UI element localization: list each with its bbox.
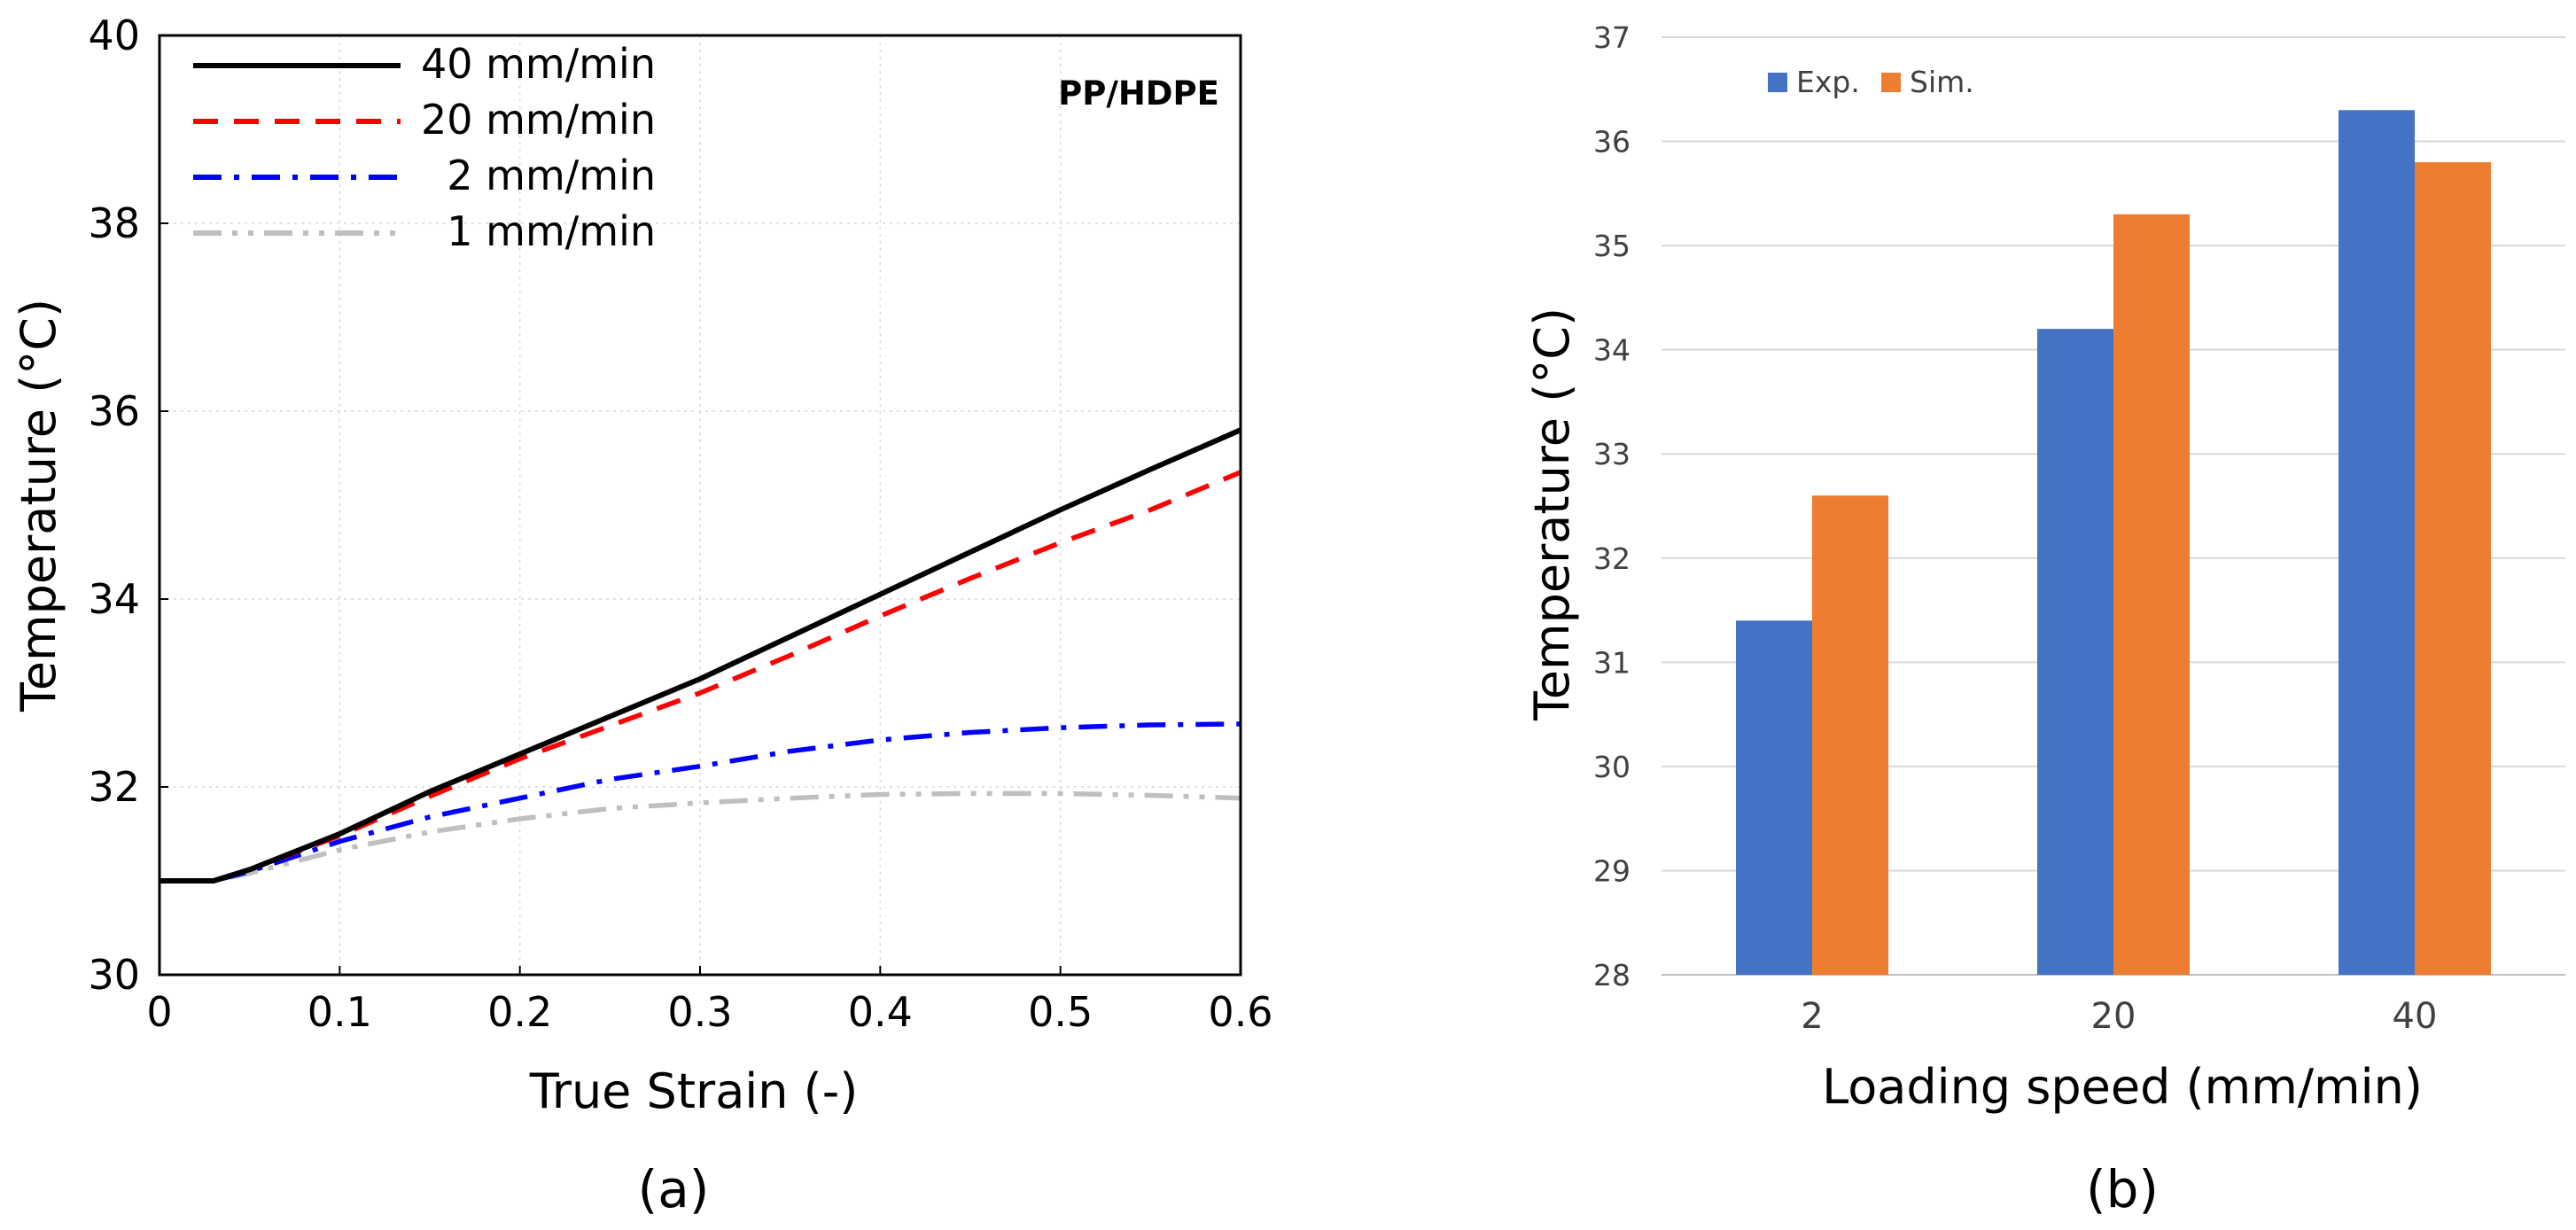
bar-exp-20	[2037, 329, 2113, 976]
y-tick-label: 30	[88, 951, 140, 999]
x-axis-title-b: Loading speed (mm/min)	[1822, 1059, 2423, 1115]
legend-b: Exp. Sim.	[1768, 65, 1974, 99]
y-tick-label: 40	[88, 12, 140, 59]
annotation-pp-hdpe: PP/HDPE	[1058, 74, 1219, 113]
series-line-40-mm-min	[160, 427, 1242, 884]
y-tick-label: 34	[88, 575, 140, 623]
x-tick-label-b: 40	[2393, 996, 2438, 1037]
legend-label: 1 mm/min	[447, 207, 656, 255]
x-tick-label-b: 2	[1801, 996, 1823, 1037]
x-axis-title-a: True Strain (-)	[529, 1063, 859, 1119]
bar-sim-2	[1812, 495, 1888, 975]
legend-swatch-b	[1881, 73, 1901, 92]
legend-a: 40 mm/min 20 mm/min 2 mm/min 1 mm/min	[193, 40, 656, 255]
bar-sim-40	[2415, 162, 2491, 976]
y-tick-label-b: 30	[1593, 750, 1630, 784]
legend-label-b: Exp.	[1796, 65, 1860, 99]
series-line-20-mm-min	[160, 470, 1242, 884]
y-tick-label-b: 29	[1593, 853, 1630, 888]
series-group-a	[160, 427, 1242, 884]
y-axis-title-b: Temperature (°C)	[1524, 308, 1580, 721]
x-ticks-b: 2 20 40	[1801, 996, 2437, 1037]
legend-label-b: Sim.	[1910, 65, 1974, 99]
y-ticks-b: 28 29 30 31 32 33 34 35 36 37	[1593, 20, 1630, 993]
x-tick-label: 0.3	[667, 988, 732, 1036]
y-tick-label-b: 37	[1593, 20, 1630, 55]
bar-chart-b: 28 29 30 31 32 33 34 35 36 37 2 20 40 Exp. Sim. Load…	[1524, 20, 2565, 1219]
y-tick-label-b: 35	[1593, 229, 1630, 263]
x-tick-label: 0	[146, 988, 172, 1036]
x-tick-label: 0.4	[848, 988, 913, 1036]
x-tick-label: 0.1	[307, 988, 372, 1036]
y-tick-label: 32	[88, 763, 140, 811]
y-tick-label-b: 32	[1593, 541, 1630, 576]
legend-swatch-b	[1768, 73, 1787, 92]
bar-exp-2	[1736, 620, 1812, 975]
y-axis-title-a: Temperature (°C)	[11, 299, 66, 712]
y-ticks-a: 30 32 34 36 38 40	[88, 12, 168, 999]
grid-a	[160, 35, 1241, 975]
caption-a: (a)	[638, 1159, 710, 1219]
bars-group-b	[1736, 110, 2491, 976]
bar-sim-20	[2113, 214, 2190, 975]
y-tick-label-b: 28	[1593, 958, 1630, 993]
x-ticks-a: 0 0.1 0.2 0.3 0.4 0.5 0.6	[146, 966, 1273, 1036]
y-tick-label-b: 36	[1593, 125, 1630, 160]
series-line-1-mm-min	[160, 790, 1241, 884]
y-tick-label: 38	[88, 199, 140, 247]
line-chart-a: 0 0.1 0.2 0.3 0.4 0.5 0.6 30 32 34 36 38 40 PP/HDPE…	[11, 12, 1273, 1219]
legend-label: 20 mm/min	[421, 96, 656, 144]
y-tick-label: 36	[88, 387, 140, 435]
legend-label: 40 mm/min	[421, 40, 656, 88]
x-tick-label-b: 20	[2091, 996, 2136, 1037]
series-line-2-mm-min	[160, 721, 1241, 884]
legend-label: 2 mm/min	[447, 152, 656, 199]
x-tick-label: 0.2	[487, 988, 552, 1036]
x-tick-label: 0.6	[1208, 988, 1272, 1036]
y-tick-label-b: 33	[1593, 437, 1630, 471]
caption-b: (b)	[2086, 1159, 2159, 1219]
x-tick-label: 0.5	[1028, 988, 1093, 1036]
bar-exp-40	[2339, 110, 2415, 976]
y-tick-label-b: 34	[1593, 333, 1630, 368]
y-tick-label-b: 31	[1593, 645, 1630, 680]
